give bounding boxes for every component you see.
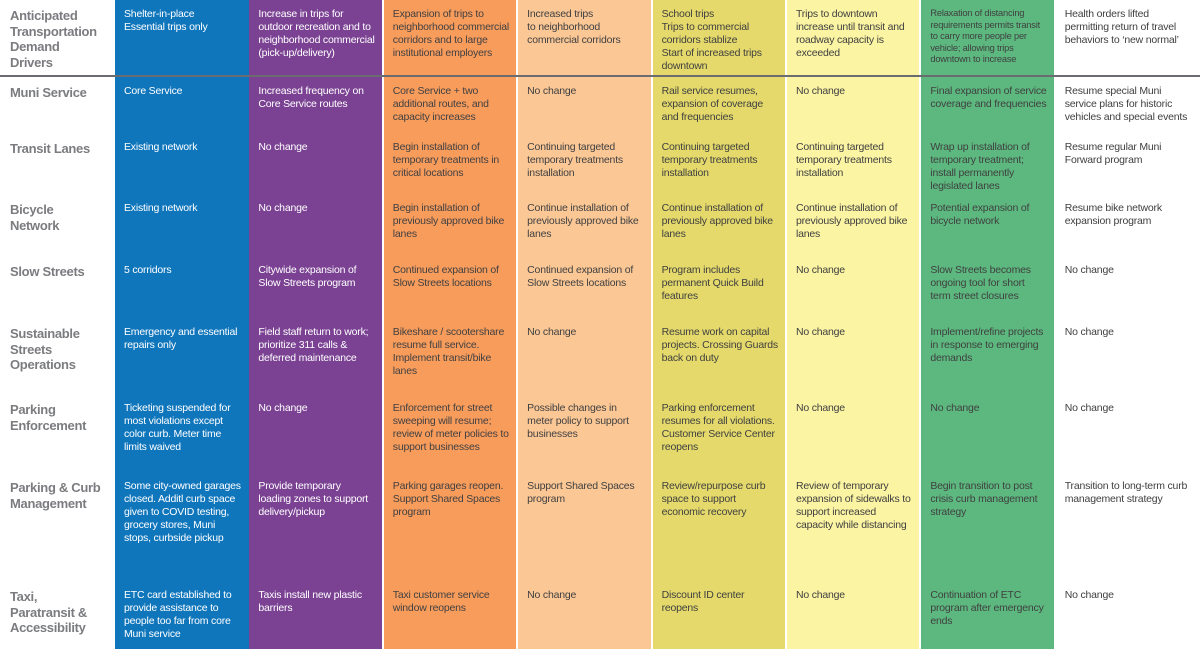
- matrix-cell: 5 corridors: [115, 256, 250, 318]
- matrix-cell: Continuing targeted temporary treatments…: [652, 133, 787, 194]
- matrix-cell: Rail service resumes, expansion of cover…: [652, 77, 787, 133]
- matrix-cell: No change: [786, 581, 922, 649]
- matrix-cell: No change: [518, 581, 653, 649]
- matrix-cell: Taxi customer service window reopens: [383, 581, 519, 649]
- matrix-cell: Slow Streets becomes ongoing tool for sh…: [921, 256, 1056, 318]
- matrix-cell: Continuation of ETC program after emerge…: [921, 581, 1056, 649]
- matrix-cell: Program includes permanent Quick Build f…: [652, 256, 787, 318]
- matrix-cell: Continued expansion of Slow Streets loca…: [518, 256, 653, 318]
- matrix-cell: Citywide expansion of Slow Streets progr…: [249, 256, 384, 318]
- matrix-cell: No change: [1055, 581, 1200, 649]
- matrix-cell: Potential expansion of bicycle network: [921, 194, 1056, 256]
- matrix-cell: Resume work on capital projects. Crossin…: [652, 318, 787, 394]
- matrix-cell: Existing network: [115, 194, 250, 256]
- matrix-cell: No change: [921, 394, 1056, 472]
- matrix-cell: Taxis install new plastic barriers: [249, 581, 384, 649]
- matrix-cell: Enforcement for street sweeping will res…: [383, 394, 519, 472]
- matrix-cell: Field staff return to work; prioritize 3…: [249, 318, 384, 394]
- row-label: Slow Streets: [0, 256, 115, 318]
- phase-header-8: Health orders lifted permitting return o…: [1055, 0, 1200, 77]
- matrix-cell: Core Service: [115, 77, 250, 133]
- phase-header-6: Trips to downtown increase until transit…: [786, 0, 922, 77]
- matrix-cell: Resume special Muni service plans for hi…: [1055, 77, 1200, 133]
- row-label: Taxi, Paratransit & Accessibility: [0, 581, 115, 649]
- phase-header-7: Relaxation of distancing requirements pe…: [921, 0, 1056, 77]
- matrix-cell: No change: [1055, 318, 1200, 394]
- matrix-cell: Some city-owned garages closed. Additl c…: [115, 472, 250, 581]
- matrix-cell: ETC card established to provide assistan…: [115, 581, 250, 649]
- header-divider-line: [0, 75, 1200, 77]
- row-label: Transit Lanes: [0, 133, 115, 194]
- matrix-cell: No change: [786, 77, 922, 133]
- matrix-cell: Begin installation of previously approve…: [383, 194, 519, 256]
- matrix-cell: Final expansion of service coverage and …: [921, 77, 1056, 133]
- row-label: Muni Service: [0, 77, 115, 133]
- matrix-cell: Parking garages reopen. Support Shared S…: [383, 472, 519, 581]
- matrix-cell: Review/repurpose curb space to support e…: [652, 472, 787, 581]
- matrix-cell: Discount ID center reopens: [652, 581, 787, 649]
- matrix-cell: Continued expansion of Slow Streets loca…: [383, 256, 519, 318]
- matrix-cell: Continue installation of previously appr…: [518, 194, 653, 256]
- matrix-cell: Begin transition to post crisis curb man…: [921, 472, 1056, 581]
- matrix-cell: Bikeshare / scootershare resume full ser…: [383, 318, 519, 394]
- matrix-cell: Transition to long-term curb management …: [1055, 472, 1200, 581]
- matrix-cell: No change: [786, 256, 922, 318]
- matrix-cell: Continue installation of previously appr…: [786, 194, 922, 256]
- matrix-cell: No change: [786, 394, 922, 472]
- matrix-cell: Possible changes in meter policy to supp…: [518, 394, 653, 472]
- matrix-cell: Continuing targeted temporary treatments…: [786, 133, 922, 194]
- phase-header-3: Expansion of trips to neighborhood comme…: [383, 0, 519, 77]
- matrix-cell: Provide temporary loading zones to suppo…: [249, 472, 384, 581]
- matrix-cell: Continue installation of previously appr…: [652, 194, 787, 256]
- matrix-cell: No change: [249, 394, 384, 472]
- matrix-cell: Parking enforcement resumes for all viol…: [652, 394, 787, 472]
- corner-label: Anticipated Transportation Demand Driver…: [0, 0, 115, 77]
- matrix-cell: Continuing targeted temporary treatments…: [518, 133, 653, 194]
- matrix-cell: Ticketing suspended for most violations …: [115, 394, 250, 472]
- phase-header-2: Increase in trips for outdoor recreation…: [249, 0, 384, 77]
- matrix-cell: No change: [249, 194, 384, 256]
- matrix-cell: No change: [518, 77, 653, 133]
- row-label: Sustainable Streets Operations: [0, 318, 115, 394]
- matrix-cell: Core Service + two additional routes, an…: [383, 77, 519, 133]
- matrix-cell: Support Shared Spaces program: [518, 472, 653, 581]
- matrix-cell: Resume bike network expansion program: [1055, 194, 1200, 256]
- matrix-cell: Begin installation of temporary treatmen…: [383, 133, 519, 194]
- matrix-cell: No change: [1055, 394, 1200, 472]
- matrix-cell: Review of temporary expansion of sidewal…: [786, 472, 922, 581]
- row-label: Parking Enforcement: [0, 394, 115, 472]
- matrix-cell: Emergency and essential repairs only: [115, 318, 250, 394]
- matrix-cell: Existing network: [115, 133, 250, 194]
- phase-header-1: Shelter-in-place Essential trips only: [115, 0, 250, 77]
- matrix-cell: Wrap up installation of temporary treatm…: [921, 133, 1056, 194]
- matrix-cell: No change: [1055, 256, 1200, 318]
- matrix-cell: No change: [786, 318, 922, 394]
- matrix-cell: Resume regular Muni Forward program: [1055, 133, 1200, 194]
- matrix-cell: Increased frequency on Core Service rout…: [249, 77, 384, 133]
- phase-header-4: Increased trips to neighborhood commerci…: [518, 0, 653, 77]
- row-label: Bicycle Network: [0, 194, 115, 256]
- matrix-cell: No change: [518, 318, 653, 394]
- row-label: Parking & Curb Management: [0, 472, 115, 581]
- phase-header-5: School trips Trips to commercial corrido…: [652, 0, 787, 77]
- matrix-cell: Implement/refine projects in response to…: [921, 318, 1056, 394]
- matrix-cell: No change: [249, 133, 384, 194]
